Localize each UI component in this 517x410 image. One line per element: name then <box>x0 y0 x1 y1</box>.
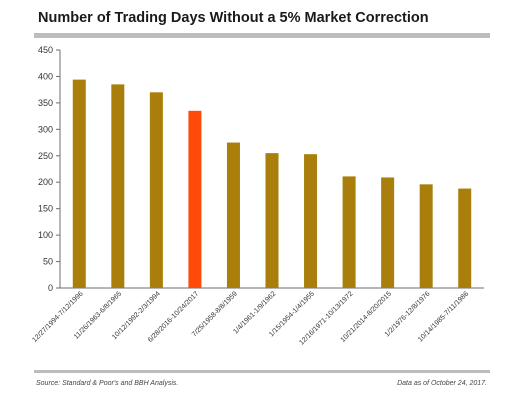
bar <box>72 79 86 289</box>
y-tick-label: 0 <box>48 283 53 293</box>
bar <box>419 184 433 288</box>
y-tick-label: 200 <box>38 177 53 187</box>
y-tick-label: 350 <box>38 98 53 108</box>
x-category-label: 1/4/1961-1/9/1962 <box>232 290 277 335</box>
bar-highlighted <box>188 110 202 288</box>
y-tick-label: 50 <box>43 257 53 267</box>
bar <box>304 154 318 288</box>
title-divider <box>34 33 490 38</box>
bar <box>226 142 240 288</box>
source-note: Source: Standard & Poor's and BBH Analys… <box>36 380 179 387</box>
y-tick-label: 300 <box>38 124 53 134</box>
y-tick-label: 400 <box>38 71 53 81</box>
x-axis-category-labels: 12/27/1994-7/12/199611/26/1963-6/8/19651… <box>31 290 470 346</box>
bar <box>381 177 395 288</box>
y-tick-label: 150 <box>38 204 53 214</box>
bar <box>111 84 125 288</box>
y-tick-label: 450 <box>38 45 53 55</box>
bar <box>265 153 279 288</box>
bar <box>458 188 472 288</box>
y-axis-tick-labels: 0 50 100 150 200 250 300 350 400 450 <box>38 45 53 293</box>
y-tick-label: 100 <box>38 230 53 240</box>
chart-bars <box>72 79 472 289</box>
bar <box>342 176 356 288</box>
footer-divider <box>34 370 490 373</box>
bar <box>149 92 163 288</box>
y-tick-label: 250 <box>38 151 53 161</box>
chart-title: Number of Trading Days Without a 5% Mark… <box>38 10 429 26</box>
date-note: Data as of October 24, 2017. <box>397 380 487 387</box>
